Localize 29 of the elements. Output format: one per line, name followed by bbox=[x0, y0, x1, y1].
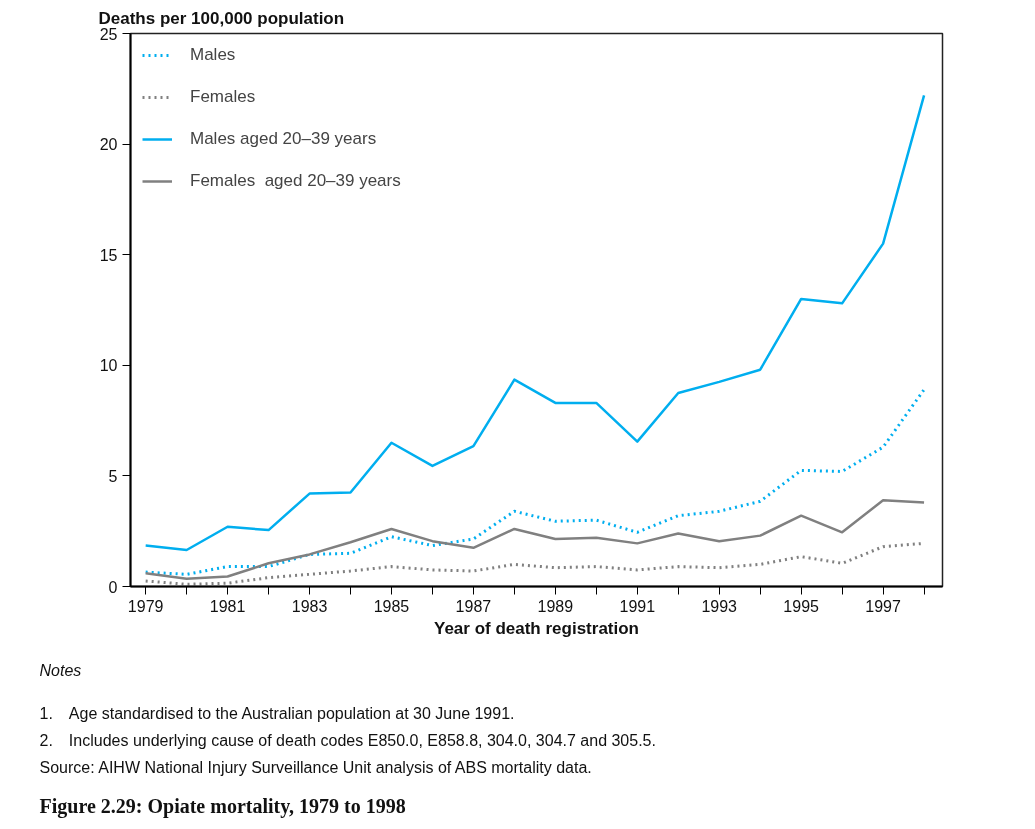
y-tick-label: 25 bbox=[99, 25, 118, 43]
y-tick-label: 20 bbox=[99, 136, 118, 154]
x-tick-label: 1981 bbox=[209, 597, 246, 615]
x-tick-label: 1983 bbox=[291, 597, 328, 615]
text: 2. Includes underlying cause of death codes E850.0, E858.8, 304.0, 304.7 and 305.5. bbox=[39, 731, 656, 749]
legend-label: Males aged 20–39 years bbox=[190, 129, 377, 149]
x-tick-label: 1985 bbox=[373, 597, 410, 615]
x-tick-label: 1989 bbox=[537, 597, 574, 615]
y-tick-label: 0 bbox=[108, 578, 118, 596]
text: Figure 2.29: Opiate mortality, 1979 to 1998 bbox=[39, 794, 406, 818]
text: Notes bbox=[39, 661, 82, 679]
legend-label: Females aged 20–39 years bbox=[190, 171, 401, 191]
legend-label: Males bbox=[190, 45, 236, 65]
y-axis-title: Deaths per 100,000 population bbox=[98, 8, 345, 28]
y-tick-label: 15 bbox=[99, 246, 118, 264]
legend-label: Females bbox=[190, 87, 256, 107]
y-tick-label: 10 bbox=[99, 357, 118, 375]
line-series bbox=[144, 388, 926, 576]
x-axis-title: Year of death registration bbox=[434, 618, 639, 638]
text: 1. Age standardised to the Australian population at 30 June 1991. bbox=[39, 704, 515, 722]
x-tick-label: 1995 bbox=[783, 597, 820, 615]
source-note: Source: AIHW National Injury Surveillance Unit analysis of ABS mortality data. bbox=[39, 758, 592, 776]
y-tick-label: 5 bbox=[108, 467, 118, 485]
x-tick-label: 1987 bbox=[455, 597, 492, 615]
line-series bbox=[144, 498, 926, 581]
x-tick-label: 1979 bbox=[127, 597, 164, 615]
x-tick-label: 1993 bbox=[701, 597, 738, 615]
x-tick-label: 1991 bbox=[619, 597, 656, 615]
x-tick-label: 1997 bbox=[865, 597, 901, 615]
